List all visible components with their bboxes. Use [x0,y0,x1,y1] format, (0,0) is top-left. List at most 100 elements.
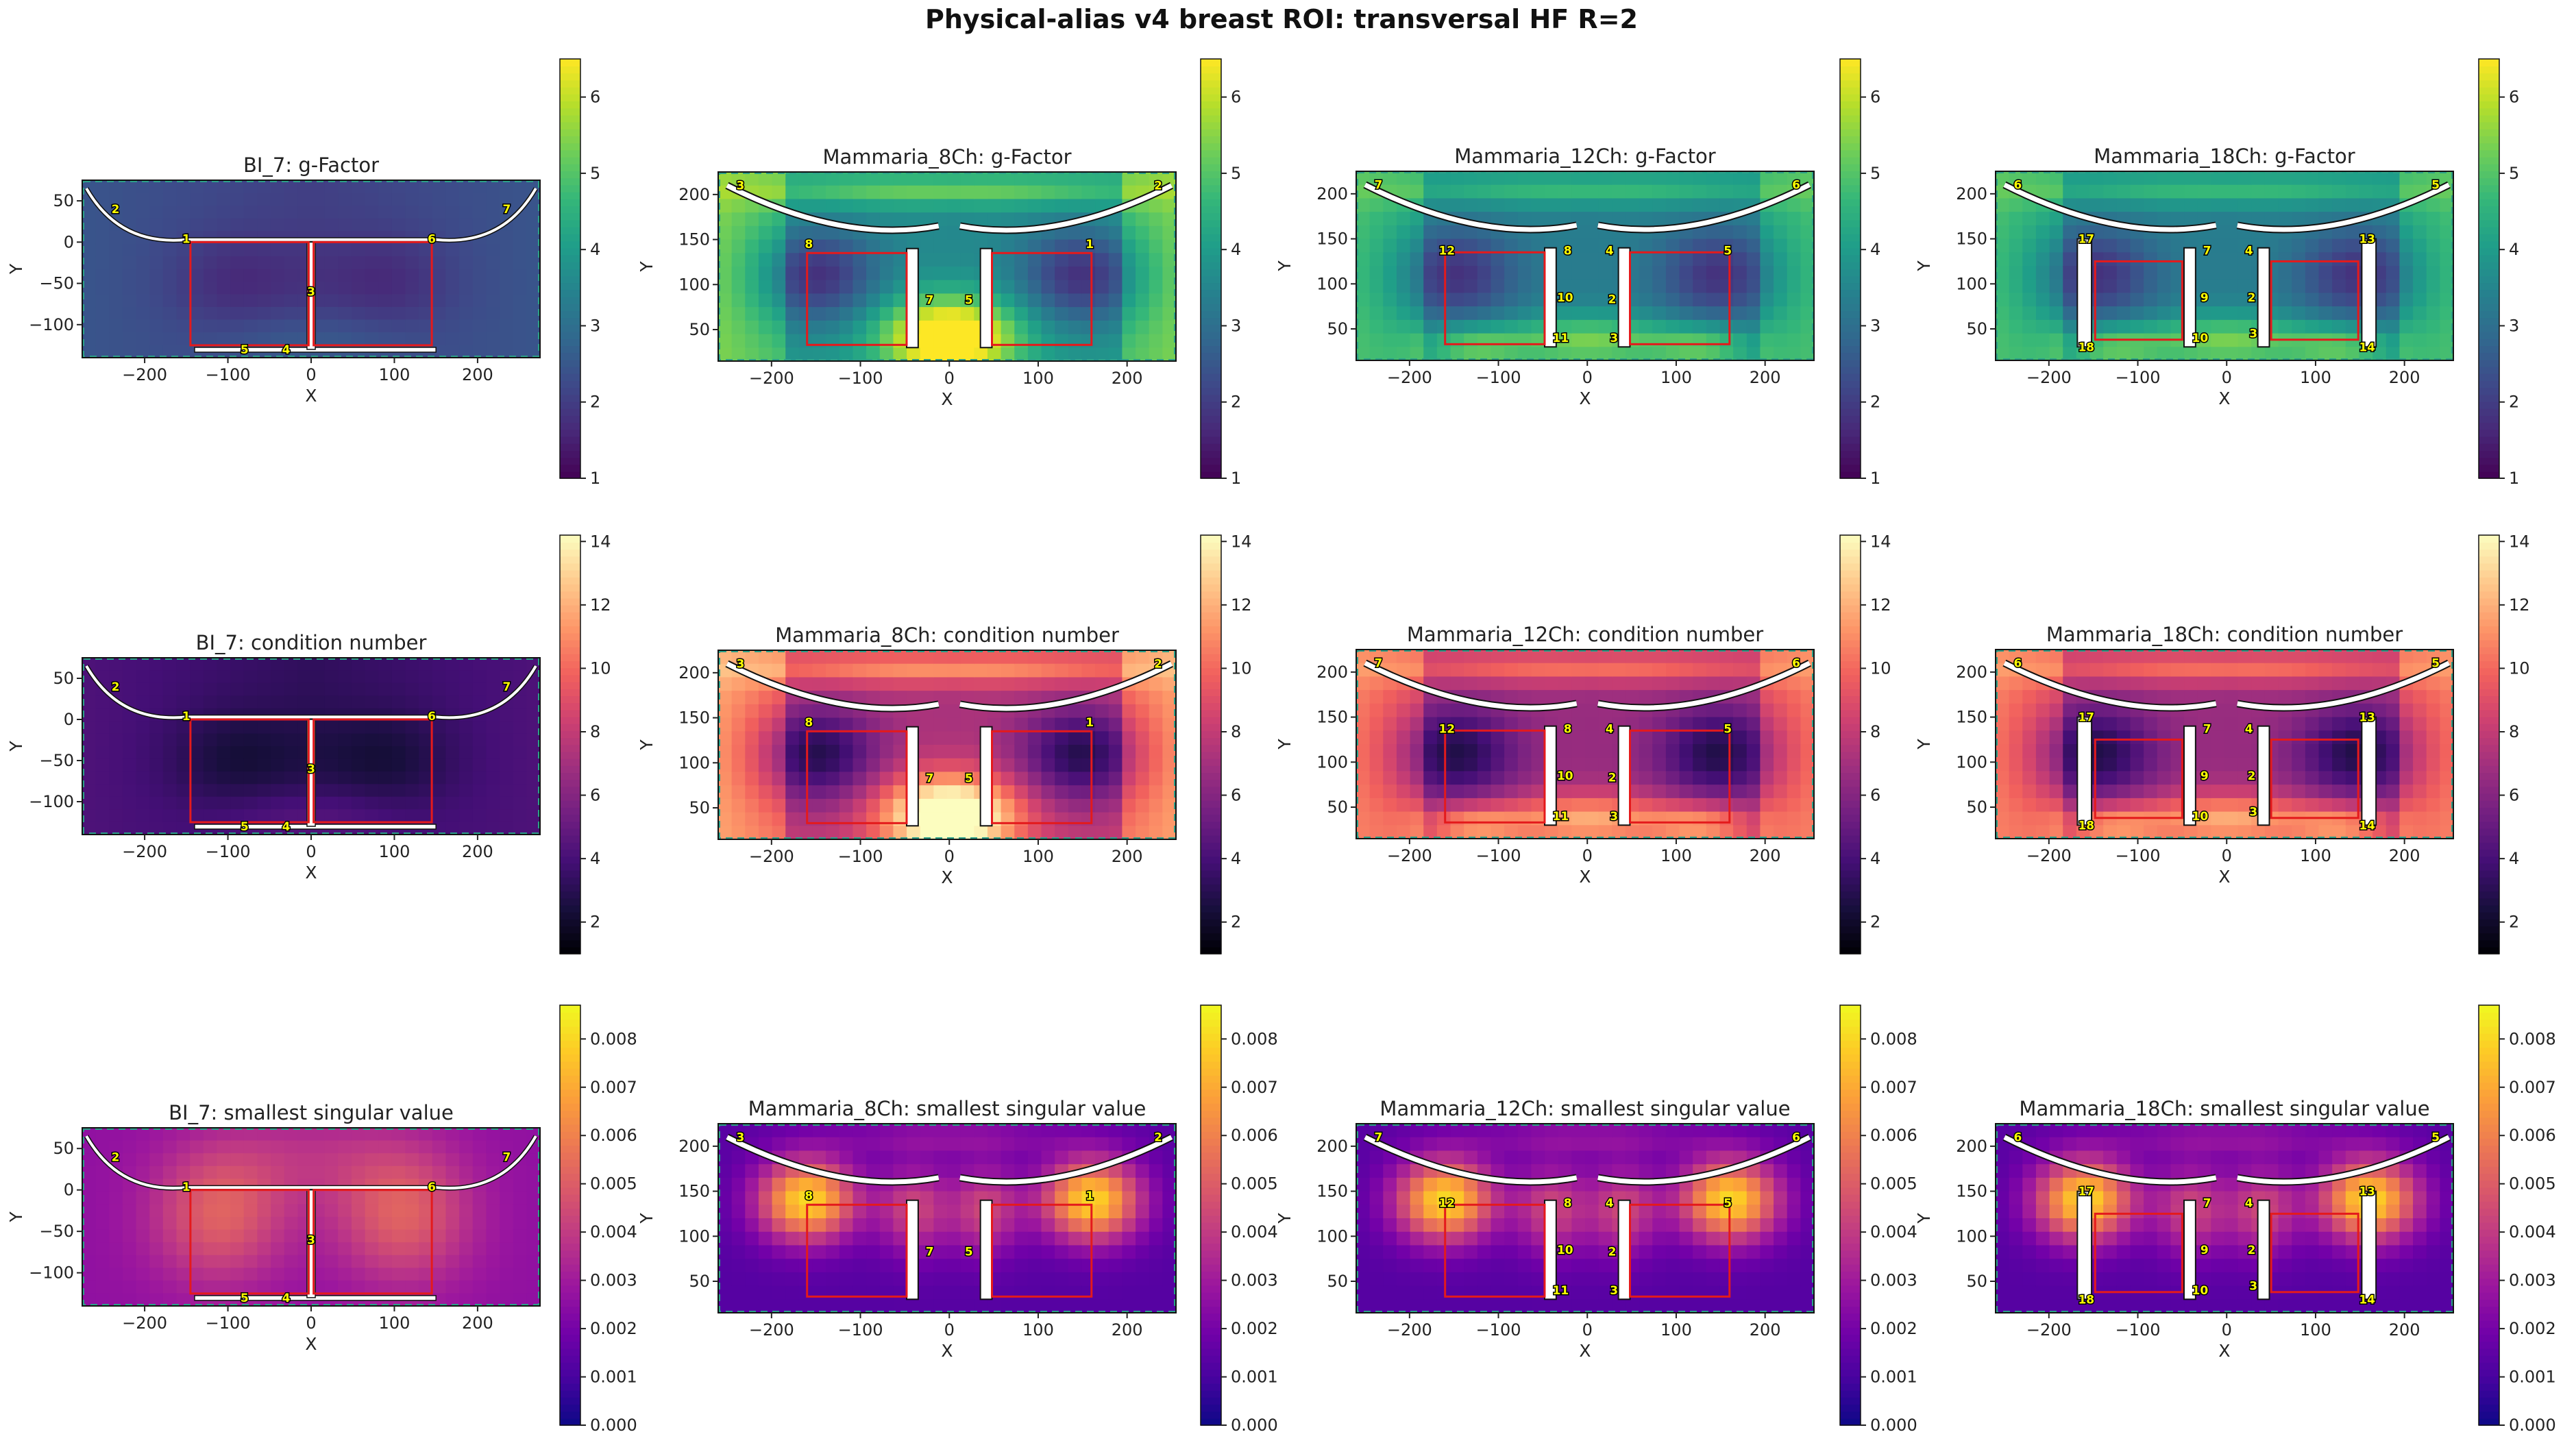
heatmap-cell [1001,812,1016,827]
heatmap-cell [203,784,218,798]
heatmap-cell [2292,238,2306,254]
heatmap-cell [122,796,137,810]
heatmap-cell [82,1242,97,1256]
heatmap-cell [933,826,948,840]
heatmap-cell [338,206,352,219]
heatmap-cell [459,282,474,295]
heatmap-cell [2413,225,2427,240]
heatmap-cell [122,282,137,295]
heatmap-cell [731,812,746,827]
heatmap-cell [2049,266,2064,280]
heatmap-cell [1450,757,1464,772]
colorbar-segment [1840,702,1861,711]
heatmap-cell [1612,663,1626,678]
colorbar-segment [1201,730,1221,739]
heatmap-cell [2130,212,2144,226]
heatmap-cell [772,663,787,678]
coil-label: 10 [2192,332,2208,345]
heatmap-cell [1014,812,1029,827]
heatmap-cell [2237,293,2253,307]
heatmap-cell [1800,717,1815,732]
heatmap-cell [1095,785,1109,800]
colorbar-segment [1201,191,1221,199]
heatmap-cell [190,282,204,295]
heatmap-cell [920,798,935,813]
heatmap-cell [149,822,164,835]
heatmap-cell [2130,676,2144,691]
heatmap-cell [731,717,746,732]
colorbar-segment [1201,226,1221,234]
heatmap-cell [257,1191,271,1205]
heatmap-cell [1356,744,1371,758]
heatmap-cell [1014,663,1029,678]
heatmap-cell [2237,757,2253,772]
heatmap-cell [1531,771,1545,785]
heatmap-cell [338,332,352,346]
heatmap-cell [1396,333,1411,348]
heatmap-cell [203,758,218,772]
heatmap-cell [1068,239,1083,254]
heatmap-cell [2426,171,2441,186]
heatmap-cell [203,796,218,810]
heatmap-cell [1001,758,1016,773]
heatmap-cell [271,1229,285,1243]
heatmap-cell [2049,771,2064,785]
heatmap-cell [1450,771,1464,785]
heatmap-cell [365,758,380,772]
heatmap-cell [2103,757,2118,772]
colorbar-segment [560,338,580,346]
heatmap-cell [798,225,813,240]
heatmap-cell [1450,663,1464,678]
heatmap-cell [1410,785,1425,799]
colorbar-segment [1201,66,1221,74]
heatmap-cell [947,826,961,840]
heatmap-cell [1531,306,1545,321]
x-tick-label: −200 [122,365,167,384]
heatmap-cell [526,231,541,245]
heatmap-cell [1477,811,1492,826]
heatmap-cell [2332,225,2346,240]
x-tick-label: 0 [1582,368,1593,387]
colorbar-segment [560,751,580,759]
colorbar-tick-label: 1 [2509,469,2519,488]
heatmap-cell [217,1229,231,1243]
heatmap-cell [1760,690,1774,704]
heatmap-cell [785,225,800,240]
heatmap-cell [1369,252,1384,267]
heatmap-cell [798,253,813,267]
heatmap-cell [1108,704,1123,719]
heatmap-cell [2035,184,2050,199]
colorbar-segment [1201,121,1221,129]
heatmap-cell [1706,730,1721,745]
heatmap-cell [2049,730,2064,745]
heatmap-cell [1652,650,1667,664]
heatmap-cell [405,180,419,194]
heatmap-cell [2292,293,2306,307]
heatmap-cell [2157,663,2172,678]
heatmap-cell [378,294,393,308]
colorbar-segment [1201,94,1221,101]
heatmap-cell [2426,347,2441,361]
colorbar-segment [2479,667,2499,676]
heatmap-cell [1612,690,1626,704]
heatmap-cell [243,758,258,772]
heatmap-cell [284,243,299,257]
heatmap-cell [419,206,433,219]
heatmap-cell [1436,717,1451,732]
heatmap-cell [933,677,948,691]
heatmap-cell [1095,772,1109,786]
heatmap-cell [2197,730,2212,745]
heatmap-cell [391,332,406,346]
heatmap-cell [486,670,500,684]
heatmap-cell [920,199,935,213]
heatmap-cell [217,269,231,282]
heatmap-cell [365,733,380,747]
heatmap-cell [1356,347,1371,361]
heatmap-cell [324,771,339,785]
heatmap-cell [1423,730,1438,745]
heatmap-cell [2305,717,2320,732]
heatmap-cell [324,307,339,321]
heatmap-cell [1679,333,1693,348]
heatmap-cell [1693,825,1707,839]
coil-element [959,183,1173,233]
